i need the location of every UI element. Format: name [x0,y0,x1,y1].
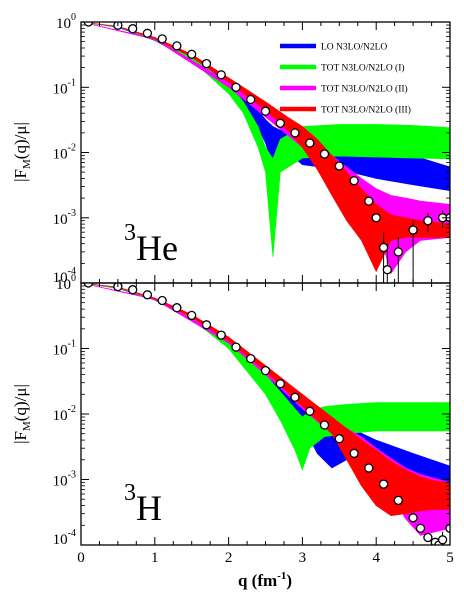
top-data-point [157,34,167,44]
bottom-data-point [364,463,374,473]
top-data-point [83,22,94,27]
bottom-data-point [157,295,167,306]
bottom-y-tick-label: 10-4 [53,528,76,548]
bottom-data-point [378,479,389,489]
top-data-point [216,70,226,80]
top-band-2 [81,22,450,258]
bottom-data-point [275,379,285,389]
bottom-data-point [319,420,330,430]
bottom-data-point [334,434,344,444]
bottom-data-point [216,330,226,340]
top-y-tick-label: 10-3 [53,208,76,228]
bottom-data-point [408,513,418,523]
bottom-data-point [260,365,271,376]
top-y-tick-label: 10-1 [53,77,76,97]
bottom-y-tick-label: 10-3 [53,470,76,490]
top-data-point [187,49,197,59]
x-axis-title: q (fm-1) [238,570,292,590]
bottom-data-point [187,310,197,321]
top-y-tick-label: 10-4 [53,266,76,286]
h3-mass-number: 3 [124,480,136,506]
top-data-point [382,265,392,275]
top-data-point [172,41,182,51]
top-data-point [423,216,433,226]
top-data-point [408,225,418,235]
bottom-data-point [349,448,359,459]
top-data-point [334,161,344,171]
top-band-4 [81,22,450,273]
x-tick-label: 5 [446,550,454,566]
top-data-point [142,28,153,38]
bottom-data-point [290,392,300,402]
top-y-tick-label: 100 [56,12,76,32]
legend-label: TOT N3LO/N2LO (I) [321,63,405,74]
x-tick-label: 4 [372,550,380,566]
bottom-data-point [201,320,212,330]
top-data-point [201,58,212,69]
he3-y-axis-title: |FM(q)/μ| [11,122,33,182]
h3-symbol: H [136,488,162,528]
bottom-y-tick-label: 10-2 [53,404,76,424]
he3-symbol: He [136,228,178,268]
top-data-point [371,213,381,223]
top-data-point [246,94,256,105]
h3-nucleus-label: 3H [124,480,162,528]
he3-panel: 100 10-1 10-2 10-3 10-4 3He LO N3LO/N2LO TOT … [53,12,451,286]
h3-y-axis-title: |FM(q)/μ| [11,384,33,444]
x-tick-label: 2 [225,550,233,566]
top-data-point [275,118,285,128]
bottom-data-point [246,353,256,364]
bottom-data-point [415,523,426,533]
bottom-band-2 [81,283,450,471]
top-data-point [364,196,374,206]
legend: LO N3LO/N2LO TOT N3LO/N2LO (I) TOT N3LO/N2… [280,43,411,116]
top-data-point [319,149,330,159]
top-data-point [305,138,315,148]
bottom-y-tick-label: 10-1 [53,339,76,359]
bottom-data-point [437,535,448,545]
bottom-data-point [423,532,433,543]
top-y-tick-label: 10-2 [53,143,76,163]
bottom-data-point [393,495,403,506]
bottom-band-4 [81,283,450,517]
he3-nucleus-label: 3He [124,220,178,268]
bottom-data-point [305,406,315,416]
legend-label: LO N3LO/N2LO [321,43,387,53]
bottom-data-point [172,303,182,313]
bottom-data-point [128,285,138,295]
top-data-point [349,176,359,186]
x-tick-label: 1 [151,550,159,566]
legend-label: TOT N3LO/N2LO (II) [321,84,408,95]
bottom-data-point [445,523,450,533]
legend-label: TOT N3LO/N2LO (III) [321,105,411,116]
he3-mass-number: 3 [124,220,136,246]
bottom-data-point [142,290,153,300]
bottom-data-point [231,342,241,352]
h3-plot-frame [80,282,451,546]
top-data-point [128,24,138,34]
top-data-point [378,242,389,253]
x-tick-label: 0 [77,550,85,566]
bottom-y-tick-label: 100 [56,273,76,293]
top-data-point [231,82,241,92]
top-data-point [290,128,300,138]
top-data-point [260,106,271,116]
top-data-point [393,247,403,257]
bottom-data-point [83,283,94,288]
x-tick-label: 3 [299,550,307,566]
